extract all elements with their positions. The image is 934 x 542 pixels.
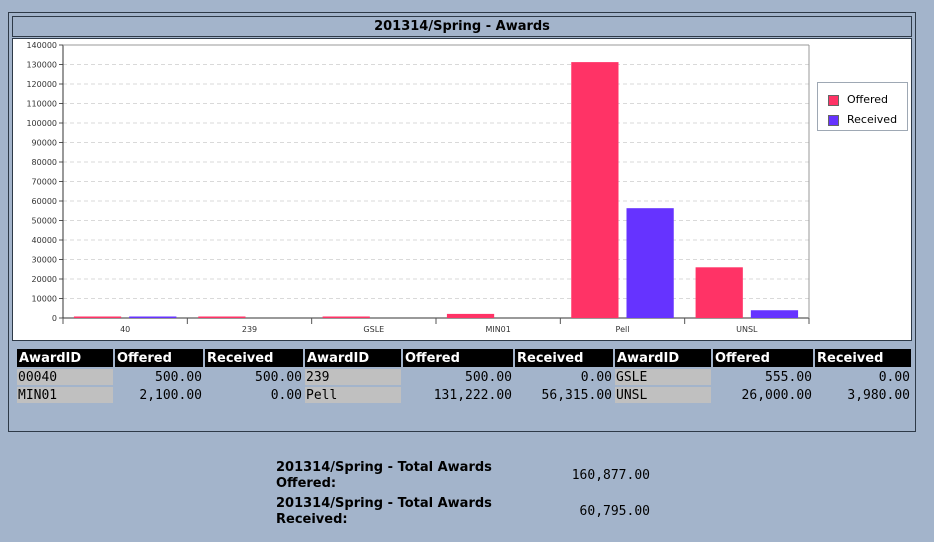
legend-swatch-received — [828, 114, 839, 126]
awards-chart: 0 10000 20000 30000 40000 50000 60000 70000 8000… — [12, 38, 912, 341]
x-tick-label: GSLE — [363, 325, 384, 334]
y-tick-label: 90000 — [32, 139, 57, 148]
x-tick-label: MIN01 — [485, 325, 510, 334]
total-offered-label: 201314/Spring - Total Awards Offered: — [276, 460, 492, 491]
y-tick-label: 10000 — [32, 295, 57, 304]
bar-received — [750, 310, 799, 318]
col-header-awardid-3: AwardID — [615, 349, 711, 367]
x-tick-label: UNSL — [736, 325, 758, 334]
received-cell: 0.00 — [270, 387, 302, 403]
y-tick-label: 100000 — [26, 119, 57, 128]
y-tick-label: 120000 — [26, 80, 57, 89]
y-tick-label: 0 — [52, 314, 57, 323]
y-tick-label: 50000 — [32, 217, 57, 226]
chart-legend: Offered Received — [817, 82, 908, 131]
y-tick-label: 70000 — [32, 178, 57, 187]
offered-cell: 500.00 — [155, 369, 202, 385]
bar-offered — [198, 316, 246, 318]
bar-offered — [695, 267, 743, 318]
y-tick-label: 30000 — [32, 256, 57, 265]
offered-cell: 555.00 — [765, 369, 812, 385]
bar-offered — [446, 313, 495, 318]
col-header-received-3: Received — [815, 349, 911, 367]
y-tick-label: 140000 — [26, 41, 57, 50]
y-tick-label: 110000 — [26, 100, 57, 109]
award-id-cell: UNSL — [615, 387, 711, 403]
table-row: MIN01 2,100.00 0.00 Pell 131,222.00 56,3… — [17, 387, 911, 403]
bar-received — [626, 208, 674, 318]
col-header-received-2: Received — [515, 349, 613, 367]
received-cell: 0.00 — [878, 369, 910, 385]
col-header-received-1: Received — [205, 349, 303, 367]
offered-cell: 2,100.00 — [139, 387, 202, 403]
y-tick-label: 20000 — [32, 275, 57, 284]
total-offered-value: 160,877.00 — [571, 468, 650, 483]
total-received-row: 201314/Spring - Total Awards Received: 6… — [276, 496, 656, 532]
legend-label-received: Received — [847, 113, 898, 126]
legend-item-received: Received — [828, 113, 897, 127]
award-id-cell: MIN01 — [17, 387, 113, 403]
offered-cell: 500.00 — [465, 369, 512, 385]
x-tick-label: 239 — [242, 325, 257, 334]
x-tick-label: 40 — [120, 325, 130, 334]
award-id-cell: 00040 — [17, 369, 113, 385]
total-received-value: 60,795.00 — [579, 504, 650, 519]
bar-received — [129, 316, 177, 318]
legend-swatch-offered — [828, 94, 839, 106]
award-id-cell: Pell — [305, 387, 401, 403]
awards-panel: 201314/Spring - Awards 0 10000 20000 30000 4… — [8, 12, 916, 432]
legend-label-offered: Offered — [847, 93, 889, 106]
award-id-cell: GSLE — [615, 369, 711, 385]
col-header-awardid-1: AwardID — [17, 349, 113, 367]
y-tick-label: 80000 — [32, 158, 57, 167]
received-cell: 500.00 — [255, 369, 302, 385]
table-row: 00040 500.00 500.00 239 500.00 0.00 GSLE… — [17, 369, 911, 385]
bar-offered — [571, 62, 619, 319]
bar-offered — [322, 316, 370, 318]
col-header-awardid-2: AwardID — [305, 349, 401, 367]
total-offered-row: 201314/Spring - Total Awards Offered: 16… — [276, 460, 656, 496]
award-id-cell: 239 — [305, 369, 401, 385]
bar-offered — [73, 316, 122, 318]
offered-cell: 131,222.00 — [433, 387, 512, 403]
col-header-offered-2: Offered — [403, 349, 513, 367]
legend-item-offered: Offered — [828, 93, 888, 107]
x-tick-label: Pell — [616, 325, 630, 334]
table-header-row: AwardID Offered Received AwardID Offered… — [17, 349, 911, 367]
offered-cell: 26,000.00 — [741, 387, 812, 403]
received-cell: 56,315.00 — [541, 387, 612, 403]
col-header-offered-3: Offered — [713, 349, 813, 367]
y-tick-label: 40000 — [32, 236, 57, 245]
received-cell: 0.00 — [580, 369, 612, 385]
total-received-label: 201314/Spring - Total Awards Received: — [276, 496, 492, 527]
totals-section: 201314/Spring - Total Awards Offered: 16… — [276, 460, 656, 532]
received-cell: 3,980.00 — [847, 387, 910, 403]
awards-table: AwardID Offered Received AwardID Offered… — [15, 347, 913, 405]
chart-canvas: 0 10000 20000 30000 40000 50000 60000 70000 8000… — [26, 41, 810, 334]
y-tick-label: 130000 — [26, 61, 57, 70]
panel-title: 201314/Spring - Awards — [12, 16, 912, 37]
y-tick-label: 60000 — [32, 197, 57, 206]
col-header-offered-1: Offered — [115, 349, 203, 367]
